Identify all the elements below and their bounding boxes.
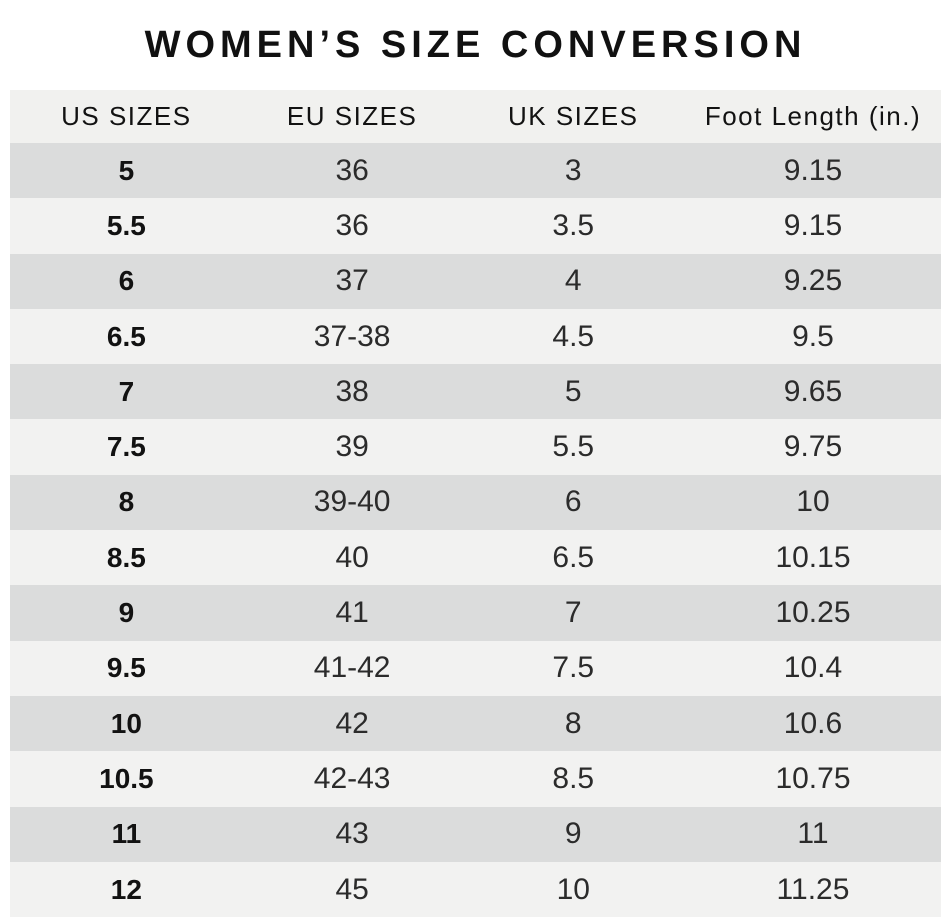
foot-length-cell: 10.15 <box>775 540 851 574</box>
eu-size-cell: 37-38 <box>313 319 391 353</box>
us-size-cell: 5 <box>118 154 135 186</box>
uk-size-cell: 6 <box>564 485 582 519</box>
foot-length-cell: 9.25 <box>783 264 843 298</box>
us-size-cell: 10 <box>110 707 142 739</box>
eu-size-cell: 40 <box>335 540 369 574</box>
us-size-cell: 7.5 <box>106 431 146 463</box>
eu-size-cell: 36 <box>335 208 369 242</box>
table-row: 11 43 9 11 <box>10 806 941 862</box>
uk-size-cell: 5.5 <box>552 430 595 464</box>
uk-size-cell: 4 <box>564 264 582 298</box>
size-table-body: 5 36 3 9.15 5.5 36 3.5 9.15 6 37 4 9.25 6.5 37-38 4.5 9… <box>10 143 941 917</box>
table-row: 10 42 8 10.6 <box>10 695 941 752</box>
us-size-cell: 8 <box>118 486 135 518</box>
table-row: 9.5 41-42 7.5 10.4 <box>10 640 941 696</box>
foot-length-cell: 9.75 <box>783 430 843 464</box>
eu-size-cell: 37 <box>335 264 369 298</box>
eu-size-cell: 39 <box>335 430 369 464</box>
uk-size-cell: 8.5 <box>552 761 595 795</box>
eu-size-cell: 36 <box>335 153 369 187</box>
foot-length-cell: 9.15 <box>783 153 843 187</box>
column-header-eu-sizes: EU SIZES <box>286 101 418 131</box>
eu-size-cell: 39-40 <box>313 485 391 519</box>
uk-size-cell: 8 <box>564 706 582 740</box>
table-row: 6.5 37-38 4.5 9.5 <box>10 308 941 365</box>
foot-length-cell: 9.65 <box>783 374 843 408</box>
us-size-cell: 8.5 <box>106 541 146 573</box>
column-header-foot-length: Foot Length (in.) <box>704 101 922 131</box>
table-row: 9 41 7 10.25 <box>10 585 941 641</box>
uk-size-cell: 6.5 <box>552 540 595 574</box>
page-title: WOMEN’S SIZE CONVERSION <box>144 23 807 66</box>
foot-length-cell: 10.6 <box>783 706 843 740</box>
us-size-cell: 7 <box>118 375 135 407</box>
table-row: 12 45 10 11.25 <box>10 861 941 917</box>
uk-size-cell: 4.5 <box>552 319 595 353</box>
title-block: WOMEN’S SIZE CONVERSION <box>0 0 951 90</box>
table-header: US SIZES EU SIZES UK SIZES Foot Length (… <box>10 90 941 143</box>
eu-size-cell: 42 <box>335 706 369 740</box>
header-row: US SIZES EU SIZES UK SIZES Foot Length (… <box>10 90 941 143</box>
table-row: 5.5 36 3.5 9.15 <box>10 198 941 254</box>
us-size-cell: 9.5 <box>106 652 146 684</box>
us-size-cell: 11 <box>111 818 142 850</box>
eu-size-cell: 38 <box>335 374 369 408</box>
foot-length-cell: 10.25 <box>775 596 851 630</box>
table-row: 10.5 42-43 8.5 10.75 <box>10 751 941 807</box>
us-size-cell: 12 <box>110 873 142 905</box>
us-size-cell: 6 <box>118 265 135 297</box>
uk-size-cell: 3.5 <box>552 208 595 242</box>
uk-size-cell: 10 <box>556 872 590 906</box>
eu-size-cell: 43 <box>335 817 369 851</box>
us-size-cell: 6.5 <box>106 320 146 352</box>
column-header-uk-sizes: UK SIZES <box>508 101 639 131</box>
table-row: 5 36 3 9.15 <box>10 143 941 199</box>
size-conversion-table: US SIZES EU SIZES UK SIZES Foot Length (… <box>10 90 941 917</box>
uk-size-cell: 7.5 <box>552 651 595 685</box>
table-row: 7 38 5 9.65 <box>10 364 941 420</box>
foot-length-cell: 10.4 <box>783 651 843 685</box>
column-header-us-sizes: US SIZES <box>61 101 192 131</box>
eu-size-cell: 41-42 <box>313 651 391 685</box>
uk-size-cell: 9 <box>564 817 582 851</box>
eu-size-cell: 42-43 <box>313 761 391 795</box>
foot-length-cell: 10.75 <box>775 761 851 795</box>
foot-length-cell: 9.15 <box>783 208 843 242</box>
foot-length-cell: 9.5 <box>792 319 834 353</box>
table-container: US SIZES EU SIZES UK SIZES Foot Length (… <box>10 90 941 917</box>
table-row: 6 37 4 9.25 <box>10 253 941 309</box>
us-size-cell: 10.5 <box>99 762 154 794</box>
eu-size-cell: 41 <box>335 596 369 630</box>
foot-length-cell: 10 <box>796 485 830 519</box>
foot-length-cell: 11 <box>797 817 829 851</box>
eu-size-cell: 45 <box>335 872 369 906</box>
us-size-cell: 9 <box>118 597 135 629</box>
table-row: 8 39-40 6 10 <box>10 474 941 531</box>
us-size-cell: 5.5 <box>106 209 146 241</box>
table-row: 7.5 39 5.5 9.75 <box>10 419 941 475</box>
uk-size-cell: 7 <box>564 596 582 630</box>
foot-length-cell: 11.25 <box>776 872 850 906</box>
table-row: 8.5 40 6.5 10.15 <box>10 530 941 586</box>
uk-size-cell: 5 <box>564 374 582 408</box>
uk-size-cell: 3 <box>564 153 582 187</box>
